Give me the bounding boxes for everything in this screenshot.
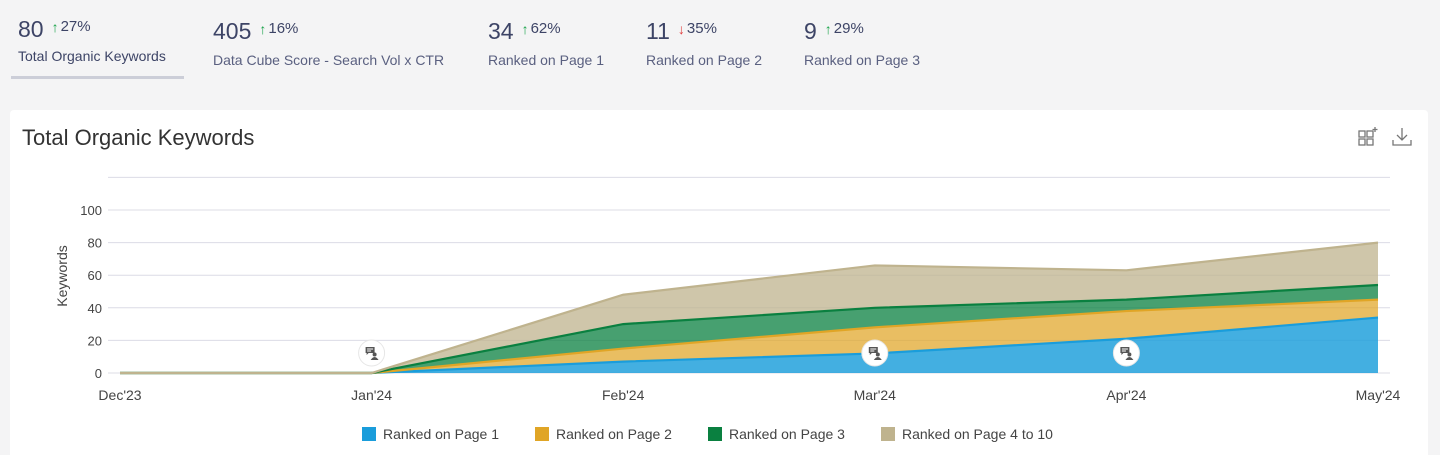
legend-item-series-1[interactable]: Ranked on Page 1 bbox=[362, 426, 499, 442]
kpi-value: 80 bbox=[18, 16, 44, 42]
x-tick-label: Jan'24 bbox=[351, 387, 392, 403]
legend-label: Ranked on Page 3 bbox=[728, 426, 845, 442]
comment-user-icon[interactable] bbox=[1112, 339, 1140, 367]
kpi-value: 34 bbox=[488, 18, 514, 44]
kpi-delta-value: 16% bbox=[268, 20, 299, 37]
line-series-4 bbox=[120, 241, 1379, 375]
download-icon[interactable] bbox=[1390, 125, 1414, 149]
kpi-label: Total Organic Keywords bbox=[18, 48, 166, 64]
y-tick-label: 60 bbox=[88, 268, 102, 283]
kpi-total-organic-keywords[interactable]: 80 ↑ 27% Total Organic Keywords bbox=[11, 14, 184, 79]
arrow-up-icon: ↑ bbox=[259, 20, 267, 37]
arrow-up-icon: ↑ bbox=[824, 20, 832, 37]
legend-swatch bbox=[362, 427, 376, 441]
y-tick-label: 80 bbox=[88, 236, 102, 251]
x-tick-label: May'24 bbox=[1356, 387, 1401, 403]
x-tick-label: Dec'23 bbox=[98, 387, 141, 403]
legend-item-series-4[interactable]: Ranked on Page 4 to 10 bbox=[880, 426, 1053, 442]
kpi-bar: 80 ↑ 27% Total Organic Keywords 405 ↑ 16% … bbox=[0, 0, 1440, 100]
kpi-ranked-page-1[interactable]: 34 ↑ 62% Ranked on Page 1 bbox=[488, 16, 604, 68]
kpi-label: Data Cube Score - Search Vol x CTR bbox=[213, 52, 445, 68]
legend-label: Ranked on Page 1 bbox=[383, 426, 499, 442]
kpi-delta-value: 62% bbox=[530, 20, 561, 37]
legend-swatch bbox=[880, 427, 895, 441]
kpi-delta-value: 35% bbox=[686, 20, 717, 37]
kpi-delta: ↑ 27% bbox=[52, 18, 91, 35]
kpi-delta-value: 29% bbox=[833, 20, 864, 37]
area-series-1[interactable] bbox=[120, 317, 1378, 373]
area-series-3[interactable] bbox=[120, 284, 1378, 373]
y-tick-label: 20 bbox=[88, 333, 102, 348]
area-series-2[interactable] bbox=[120, 299, 1378, 373]
kpi-ranked-page-2[interactable]: 11 ↓ 35% Ranked on Page 2 bbox=[646, 16, 762, 68]
kpi-delta-value: 27% bbox=[60, 18, 91, 35]
comment-user-icon[interactable] bbox=[861, 339, 889, 367]
chart-title: Total Organic Keywords bbox=[22, 125, 255, 150]
kpi-label: Ranked on Page 2 bbox=[646, 52, 762, 68]
y-tick-label: 0 bbox=[95, 366, 102, 381]
comment-user-icon[interactable] bbox=[358, 339, 386, 367]
chart-legend: Ranked on Page 1 Ranked on Page 2 Ranked o… bbox=[362, 426, 1089, 442]
legend-swatch bbox=[534, 427, 549, 441]
x-tick-label: Apr'24 bbox=[1106, 387, 1146, 403]
legend-label: Ranked on Page 4 to 10 bbox=[901, 426, 1053, 442]
area-series-4[interactable] bbox=[120, 242, 1378, 373]
kpi-delta: ↑ 29% bbox=[825, 20, 864, 37]
legend-item-series-2[interactable]: Ranked on Page 2 bbox=[534, 426, 672, 442]
y-axis-label: Keywords bbox=[54, 245, 70, 306]
arrow-up-icon: ↑ bbox=[521, 20, 529, 37]
kpi-label: Ranked on Page 3 bbox=[804, 52, 920, 68]
y-tick-label: 100 bbox=[80, 203, 102, 218]
x-tick-label: Mar'24 bbox=[854, 387, 897, 403]
kpi-label: Ranked on Page 1 bbox=[488, 52, 604, 68]
kpi-ranked-page-3[interactable]: 9 ↑ 29% Ranked on Page 3 bbox=[804, 16, 920, 68]
active-tab-indicator bbox=[11, 76, 184, 79]
legend-swatch bbox=[707, 427, 722, 441]
legend-label: Ranked on Page 2 bbox=[555, 426, 672, 442]
stacked-area-chart: 0 20 40 60 80 100 Dec'23 Jan'24 Feb'24 Mar'24 Apr… bbox=[54, 176, 1401, 403]
arrow-up-icon: ↑ bbox=[51, 18, 59, 35]
kpi-value: 11 bbox=[646, 18, 670, 44]
y-tick-label: 40 bbox=[88, 301, 102, 316]
chart-card: Total Organic Keywords 0 20 40 60 80 100 Dec'… bbox=[10, 110, 1428, 455]
kpi-data-cube-score[interactable]: 405 ↑ 16% Data Cube Score - Search Vol x … bbox=[213, 16, 444, 68]
kpi-delta: ↓ 35% bbox=[678, 20, 717, 37]
kpi-delta: ↑ 62% bbox=[522, 20, 561, 37]
x-tick-label: Feb'24 bbox=[602, 387, 645, 403]
add-widget-icon[interactable] bbox=[1356, 125, 1380, 149]
arrow-down-icon: ↓ bbox=[677, 20, 685, 37]
legend-item-series-3[interactable]: Ranked on Page 3 bbox=[707, 426, 845, 442]
kpi-value: 9 bbox=[804, 18, 817, 44]
kpi-value: 405 bbox=[213, 18, 252, 44]
kpi-delta: ↑ 16% bbox=[259, 20, 298, 37]
